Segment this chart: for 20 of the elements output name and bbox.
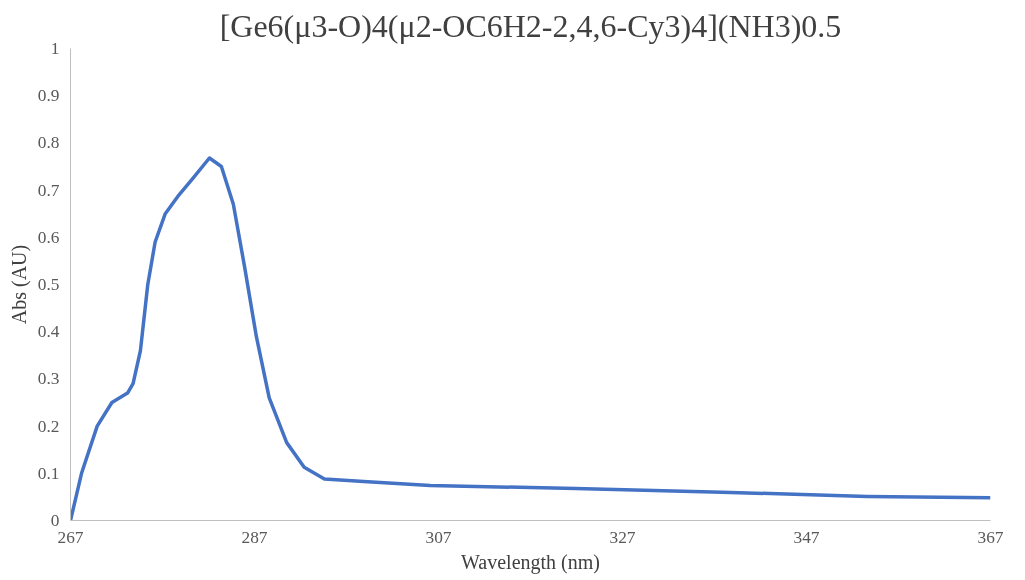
x-tick-label: 327 [609, 527, 636, 547]
x-tick-label: 267 [57, 527, 84, 547]
x-axis-title: Wavelength (nm) [461, 550, 600, 574]
y-tick-label: 0.9 [37, 86, 60, 106]
y-tick-label: 0.7 [37, 180, 60, 200]
y-tick-label: 0.6 [37, 227, 60, 247]
x-tick-label: 347 [793, 527, 820, 547]
y-tick-label: 0.8 [37, 133, 60, 153]
y-tick-label: 1 [50, 39, 60, 58]
y-tick-label: 0.4 [37, 322, 60, 342]
y-axis-title: Abs (AU) [7, 244, 31, 325]
y-tick-label: 0.5 [37, 275, 60, 294]
y-tick-label: 0.3 [37, 369, 60, 389]
y-tick-label: 0 [50, 511, 60, 530]
x-tick-label: 367 [977, 527, 1004, 547]
chart-title: [Ge6(μ3-O)4(μ2-OC6H2-2,4,6-Cy3)4](NH3)0.5 [219, 7, 842, 44]
y-tick-label: 0.2 [37, 416, 60, 436]
x-tick-label: 287 [241, 527, 268, 547]
x-tick-label: 307 [425, 527, 452, 547]
y-tick-label: 0.1 [37, 463, 60, 483]
